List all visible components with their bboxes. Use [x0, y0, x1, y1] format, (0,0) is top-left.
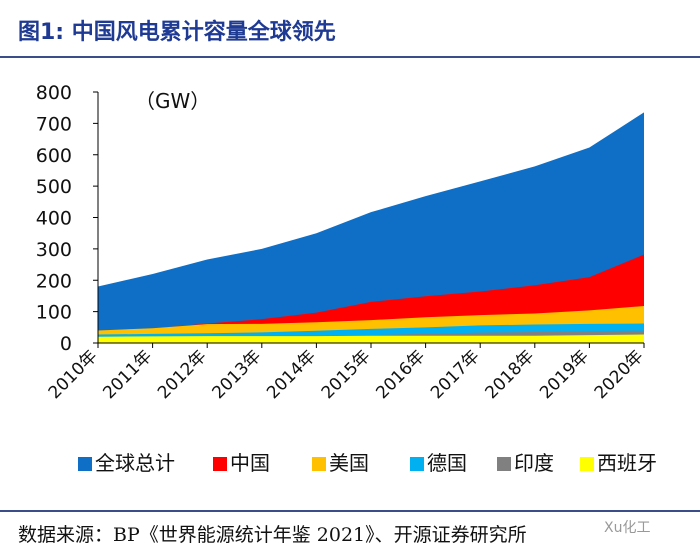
legend-swatch-2	[312, 457, 326, 471]
bottom-rule	[0, 510, 700, 512]
legend-label-2: 美国	[329, 451, 369, 475]
chart-areas	[98, 112, 644, 343]
x-tick-label: 2019年	[536, 346, 593, 403]
legend-swatch-4	[497, 457, 511, 471]
watermark: Xu化工	[604, 517, 651, 537]
x-tick-label: 2010年	[45, 346, 102, 403]
legend: 全球总计 中国 美国 德国 印度 西班牙	[78, 451, 657, 475]
legend-label-5: 西班牙	[597, 451, 657, 475]
y-tick-label: 800	[36, 82, 72, 104]
x-tick-label: 2012年	[154, 346, 211, 403]
legend-swatch-1	[213, 457, 227, 471]
legend-swatch-0	[78, 457, 92, 471]
source-note: 数据来源：BP《世界能源统计年鉴 2021》、开源证券研究所	[18, 524, 527, 546]
x-tick-label: 2011年	[99, 346, 156, 403]
y-tick-label: 700	[36, 113, 72, 135]
x-tick-label: 2020年	[591, 346, 648, 403]
area-series-0	[98, 112, 644, 343]
legend-label-4: 印度	[514, 451, 554, 475]
legend-label-0: 全球总计	[95, 451, 175, 475]
y-tick-label: 400	[36, 208, 72, 230]
y-tick-label: 500	[36, 176, 72, 198]
x-tick-label: 2015年	[318, 346, 375, 403]
x-tick-label: 2016年	[372, 346, 429, 403]
x-tick-label: 2017年	[427, 346, 484, 403]
x-tick-label: 2014年	[263, 346, 320, 403]
y-tick-label: 0	[60, 333, 72, 355]
chart: 0 100 200 300 400 500 600 700 800 2010年2011年2012年…	[36, 82, 657, 475]
y-tick-label: 300	[36, 239, 72, 261]
legend-swatch-3	[410, 457, 424, 471]
legend-swatch-5	[580, 457, 594, 471]
x-tick-label: 2013年	[209, 346, 266, 403]
y-tick-label: 100	[36, 302, 72, 324]
legend-label-3: 德国	[427, 451, 467, 475]
area-series-5	[98, 334, 644, 343]
legend-label-1: 中国	[230, 451, 270, 475]
top-rule	[0, 56, 700, 58]
figure-title: 图1: 中国风电累计容量全球领先	[18, 20, 336, 45]
x-tick-label: 2018年	[482, 346, 539, 403]
unit-label: （GW）	[135, 89, 210, 113]
y-tick-label: 200	[36, 270, 72, 292]
y-tick-label: 600	[36, 145, 72, 167]
